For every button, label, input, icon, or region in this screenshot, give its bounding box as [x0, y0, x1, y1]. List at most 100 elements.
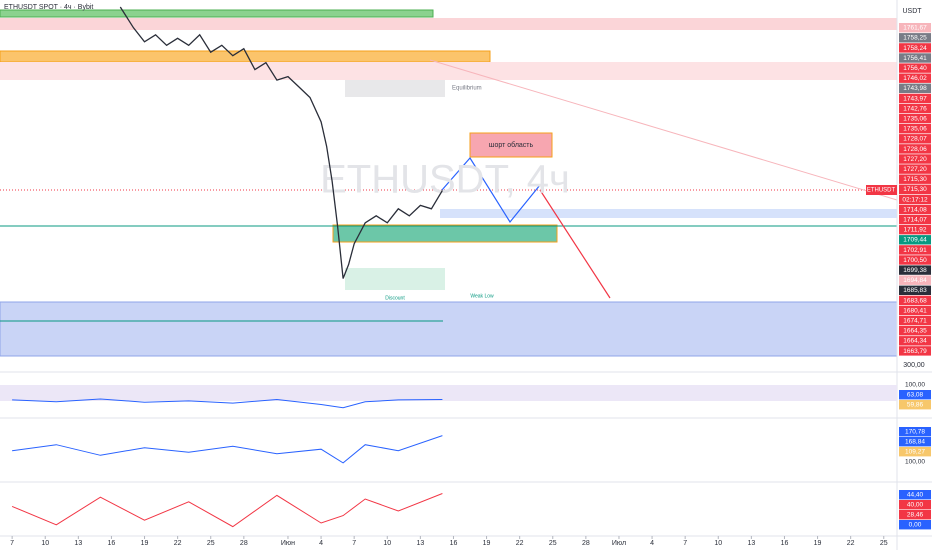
oscillator-line	[12, 435, 443, 464]
price-tag	[899, 295, 931, 306]
price-tag-label: 1756,40	[903, 65, 927, 72]
price-tag	[899, 225, 931, 235]
projection	[441, 156, 541, 224]
x-tick-label: 19	[141, 540, 149, 547]
x-tick-label: 22	[516, 540, 524, 547]
price-tag-label: 1694,84	[903, 277, 927, 284]
pane-band	[0, 385, 897, 401]
x-tick-label: 7	[10, 540, 14, 547]
price-tag-label: 1715,30	[903, 186, 927, 193]
x-tick-label: 25	[880, 540, 888, 547]
symbol-tag	[866, 185, 897, 195]
pane-tag-label: 0,00	[909, 522, 922, 529]
pane-tag	[899, 490, 931, 500]
pane-tag	[899, 500, 931, 510]
pane-tag-label: 100,00	[905, 382, 925, 389]
volume-label: 300,00	[903, 362, 925, 369]
price-tag	[899, 275, 931, 285]
price-tag	[899, 93, 931, 104]
price-tag-label: 1709,44	[903, 237, 927, 244]
price-tag-label: 1728,07	[903, 136, 927, 143]
pane-tag-label: 109,27	[905, 449, 925, 456]
price-tag	[899, 23, 931, 33]
price-tag-label: 1680,41	[903, 307, 927, 314]
pane-tag	[899, 427, 931, 437]
price-tag	[899, 53, 931, 63]
price-tag-label: 1699,38	[903, 267, 927, 274]
price-tag-label: 1700,50	[903, 257, 927, 264]
price-tag-label: 1727,20	[903, 166, 927, 173]
zone	[440, 209, 897, 218]
price-tag-label: 1714,07	[903, 217, 927, 224]
price-tag	[899, 33, 931, 43]
x-tick-label: 16	[108, 540, 116, 547]
price-tag	[899, 255, 931, 265]
price-tag-label: 1742,76	[903, 105, 927, 112]
price-tag	[899, 154, 931, 164]
x-tick-label: 10	[41, 540, 49, 547]
price-tag	[899, 134, 931, 144]
oscillator-line	[12, 398, 443, 409]
pane-tag-label: 63,08	[907, 392, 924, 399]
price-tag-label: 1735,06	[903, 126, 927, 133]
annotation: Equilibrium	[452, 86, 482, 92]
price-tag-label: 1715,30	[903, 176, 927, 183]
pane-tag-label: 170,78	[905, 429, 925, 436]
oscillator-line	[11, 493, 443, 528]
zone	[469, 132, 553, 158]
price-tag	[899, 174, 931, 184]
price-tag-label: 1663,79	[903, 348, 927, 355]
x-tick-label: 25	[549, 540, 557, 547]
annotation: шорт область	[489, 141, 534, 149]
price-tag	[899, 63, 931, 73]
pane-tag	[899, 400, 931, 410]
zone	[345, 80, 445, 97]
price-tag	[899, 184, 931, 194]
price-tag	[899, 235, 931, 245]
pane-tag-label: 28,46	[907, 512, 924, 519]
price-tag	[899, 144, 931, 154]
price-tag-label: 1664,34	[903, 338, 927, 345]
x-tick-label: 4	[650, 540, 654, 547]
x-tick-label: 28	[582, 540, 590, 547]
trend-line	[429, 59, 898, 201]
zone	[332, 224, 558, 243]
chart-title: ETHUSDT SPOT · 4ч · Bybit	[4, 4, 93, 11]
pane-tag	[899, 380, 931, 390]
price-tag	[899, 113, 931, 124]
price-tag	[899, 103, 931, 114]
x-tick-label: 16	[450, 540, 458, 547]
x-tick-label: 22	[847, 540, 855, 547]
price-tag-label: 1743,98	[903, 85, 927, 92]
zone	[0, 62, 897, 80]
price-tag-label: 1756,41	[903, 55, 927, 62]
x-tick-label: 13	[416, 540, 424, 547]
x-tick-label: 28	[240, 540, 248, 547]
price-tag-label: 1758,25	[903, 35, 927, 42]
price-tag-label: 1674,71	[903, 318, 927, 325]
price-tag	[899, 336, 931, 346]
price-tag	[899, 43, 931, 53]
pane-tag	[899, 520, 931, 530]
price-tag-label: 1746,02	[903, 75, 927, 82]
annotation: Discount	[385, 295, 405, 301]
pane-tag	[899, 437, 931, 447]
price-tag	[899, 194, 931, 205]
x-tick-label: 16	[781, 540, 789, 547]
price-tag	[899, 164, 931, 174]
price-tag	[899, 326, 931, 336]
price-tag-label: 1727,20	[903, 156, 927, 163]
price-tag	[899, 346, 931, 356]
price-tag-label: 1714,08	[903, 206, 927, 213]
symbol-tag-text: ETHUSDT	[867, 188, 896, 194]
currency: USDT	[902, 8, 922, 15]
price-tag-label: 1758,24	[903, 45, 927, 52]
price-line	[119, 6, 443, 279]
price-tag-label: 1685,83	[903, 287, 927, 294]
x-tick-label: 25	[207, 540, 215, 547]
watermark: ETHUSDT, 4ч	[320, 158, 570, 202]
x-tick-label: 19	[814, 540, 822, 547]
x-tick-label: Июл	[612, 540, 626, 547]
price-tag	[899, 285, 931, 295]
